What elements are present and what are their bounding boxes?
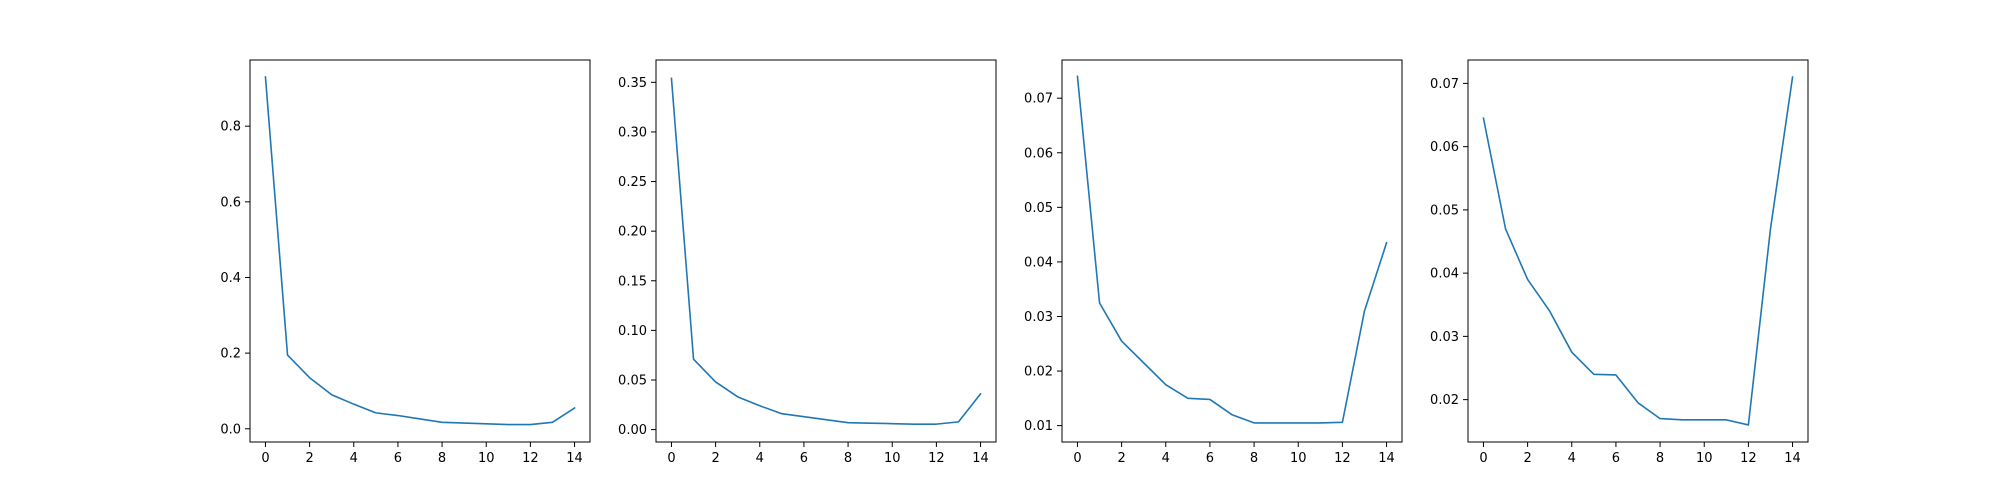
y-tick-label: 0.20 bbox=[618, 225, 647, 240]
y-tick-label: 0.05 bbox=[1024, 201, 1053, 216]
x-tick-label: 12 bbox=[1334, 451, 1351, 466]
chart-panel-1: 0 2 4 6 8 10 12 14 0.0 0.2 0.4 0.6 0.8 bbox=[220, 59, 591, 466]
chart-panel-3: 0 2 4 6 8 10 12 14 0.01 0.02 0.03 0.04 0.05 0.06 0.07 bbox=[1024, 59, 1403, 466]
y-tick-label: 0.35 bbox=[618, 76, 647, 91]
x-tick-label: 4 bbox=[350, 451, 358, 466]
x-tick-label: 2 bbox=[1117, 451, 1125, 466]
x-tick-label: 14 bbox=[1378, 451, 1395, 466]
y-tick-label: 0.02 bbox=[1024, 365, 1053, 380]
y-tick-label: 0.06 bbox=[1430, 140, 1459, 155]
x-tick-label: 8 bbox=[1250, 451, 1258, 466]
y-tick-label: 0.05 bbox=[618, 373, 647, 388]
x-tick-label: 6 bbox=[1612, 451, 1620, 466]
y-tick-label: 0.03 bbox=[1024, 310, 1053, 325]
x-tick-label: 12 bbox=[1740, 451, 1757, 466]
plot-frame bbox=[1467, 59, 1809, 443]
x-tick-label: 10 bbox=[884, 451, 901, 466]
series-line-1 bbox=[1482, 76, 1794, 426]
x-tick-label: 0 bbox=[667, 451, 675, 466]
x-tick-label: 2 bbox=[711, 451, 719, 466]
x-tick-label: 0 bbox=[261, 451, 269, 466]
y-tick-label: 0.07 bbox=[1430, 77, 1459, 92]
series-line-1 bbox=[670, 77, 982, 425]
y-tick-label: 0.15 bbox=[618, 274, 647, 289]
y-tick-label: 0.0 bbox=[220, 422, 241, 437]
x-tick-label: 10 bbox=[478, 451, 495, 466]
series-line-1 bbox=[1076, 75, 1388, 424]
y-tick-label: 0.25 bbox=[618, 175, 647, 190]
y-tick-label: 0.06 bbox=[1024, 146, 1053, 161]
chart-panel-2: 0 2 4 6 8 10 12 14 0.00 0.05 0.10 0.15 0.20 0.25 0.30 0… bbox=[618, 59, 997, 466]
x-tick-label: 14 bbox=[1784, 451, 1801, 466]
x-tick-label: 2 bbox=[1523, 451, 1531, 466]
x-tick-label: 0 bbox=[1479, 451, 1487, 466]
y-tick-label: 0.00 bbox=[618, 423, 647, 438]
x-tick-label: 6 bbox=[394, 451, 402, 466]
x-tick-label: 10 bbox=[1290, 451, 1307, 466]
y-tick-label: 0.04 bbox=[1430, 267, 1459, 282]
x-tick-label: 6 bbox=[1206, 451, 1214, 466]
x-tick-label: 2 bbox=[305, 451, 313, 466]
x-tick-label: 4 bbox=[1568, 451, 1576, 466]
y-tick-label: 0.05 bbox=[1430, 203, 1459, 218]
x-tick-label: 14 bbox=[972, 451, 989, 466]
x-tick-label: 8 bbox=[438, 451, 446, 466]
y-tick-label: 0.4 bbox=[220, 271, 241, 286]
y-tick-label: 0.04 bbox=[1024, 255, 1053, 270]
y-tick-label: 0.30 bbox=[618, 125, 647, 140]
x-tick-label: 8 bbox=[1656, 451, 1664, 466]
x-tick-label: 4 bbox=[1162, 451, 1170, 466]
x-tick-label: 10 bbox=[1696, 451, 1713, 466]
x-tick-label: 14 bbox=[566, 451, 583, 466]
chart-panel-4: 0 2 4 6 8 10 12 14 0.02 0.03 0.04 0.05 0.06 0.07 bbox=[1430, 59, 1809, 466]
x-tick-label: 4 bbox=[756, 451, 764, 466]
y-tick-label: 0.2 bbox=[220, 347, 241, 362]
y-tick-label: 0.8 bbox=[220, 120, 241, 135]
y-tick-label: 0.01 bbox=[1024, 419, 1053, 434]
y-tick-label: 0.02 bbox=[1430, 393, 1459, 408]
x-tick-label: 12 bbox=[522, 451, 539, 466]
y-tick-label: 0.07 bbox=[1024, 92, 1053, 107]
y-tick-label: 0.6 bbox=[220, 195, 241, 210]
series-line-1 bbox=[264, 76, 576, 426]
x-tick-label: 0 bbox=[1073, 451, 1081, 466]
plot-frame bbox=[249, 59, 591, 443]
y-tick-label: 0.10 bbox=[618, 324, 647, 339]
plot-frame bbox=[655, 59, 997, 443]
x-tick-label: 8 bbox=[844, 451, 852, 466]
plot-frame bbox=[1061, 59, 1403, 443]
x-tick-label: 6 bbox=[800, 451, 808, 466]
y-tick-label: 0.03 bbox=[1430, 330, 1459, 345]
x-tick-label: 12 bbox=[928, 451, 945, 466]
